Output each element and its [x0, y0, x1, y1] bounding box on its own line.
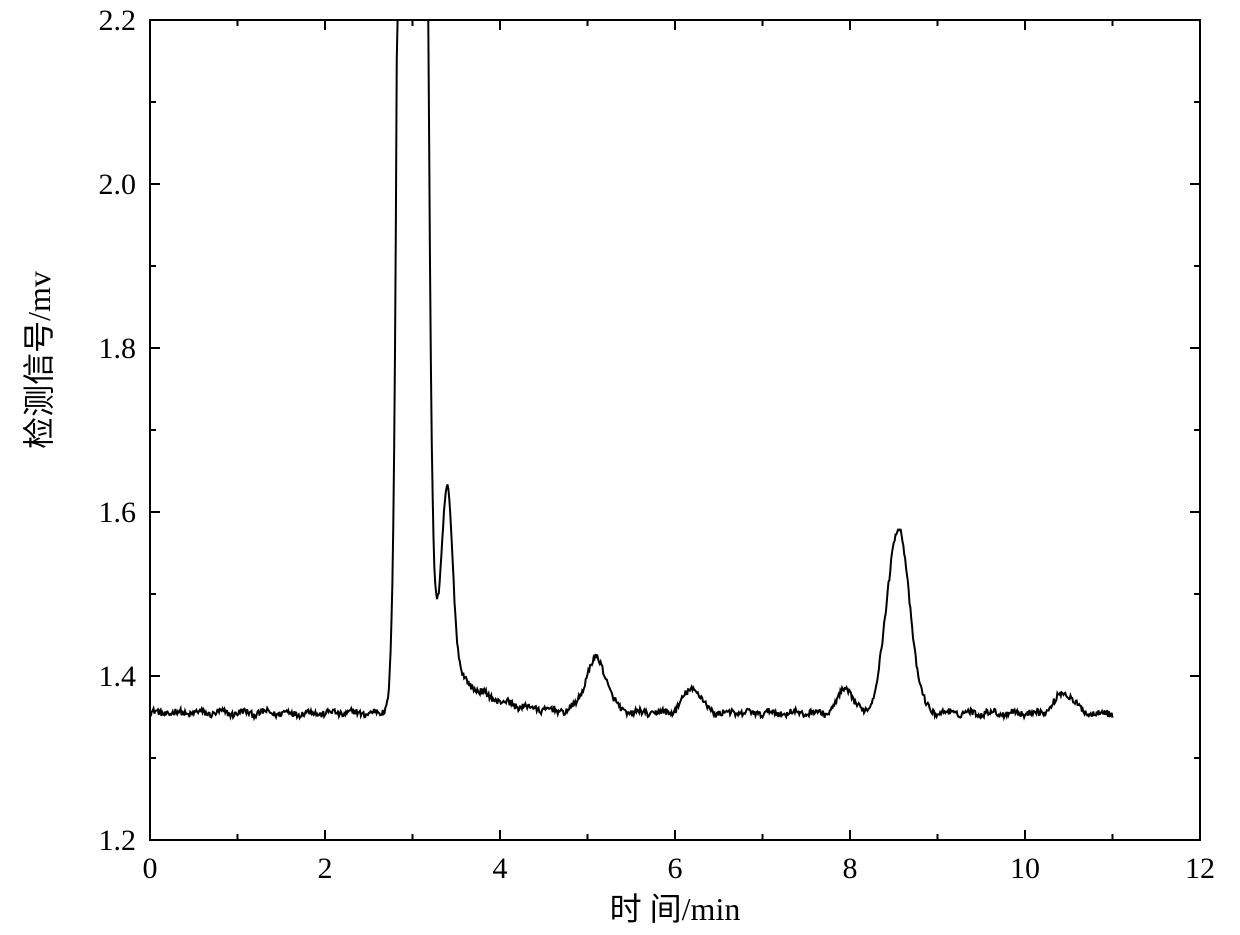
chart-svg: 0 2 4 6 8 10 12 1.2 1.4 1.6 1.8 2.0 2.2 时 间/min 检测信号/m… [0, 0, 1240, 935]
x-tick-label: 6 [668, 852, 683, 885]
y-tick-label: 1.8 [99, 332, 137, 365]
x-tick-label: 2 [318, 852, 333, 885]
y-tick-label: 2.0 [99, 168, 137, 201]
y-tick-label: 1.4 [99, 660, 137, 693]
x-tick-label: 0 [143, 852, 158, 885]
x-tick-label: 8 [843, 852, 858, 885]
chart-bg [0, 0, 1240, 935]
y-tick-label: 1.2 [99, 824, 137, 857]
y-tick-label: 1.6 [99, 496, 137, 529]
x-tick-label: 12 [1185, 852, 1215, 885]
x-tick-label: 4 [493, 852, 508, 885]
x-axis-label: 时 间/min [610, 891, 741, 927]
x-tick-label: 10 [1010, 852, 1040, 885]
y-axis-label: 检测信号/mv [21, 271, 57, 449]
chromatogram-chart: 0 2 4 6 8 10 12 1.2 1.4 1.6 1.8 2.0 2.2 时 间/min 检测信号/m… [0, 0, 1240, 935]
y-tick-label: 2.2 [99, 4, 137, 37]
